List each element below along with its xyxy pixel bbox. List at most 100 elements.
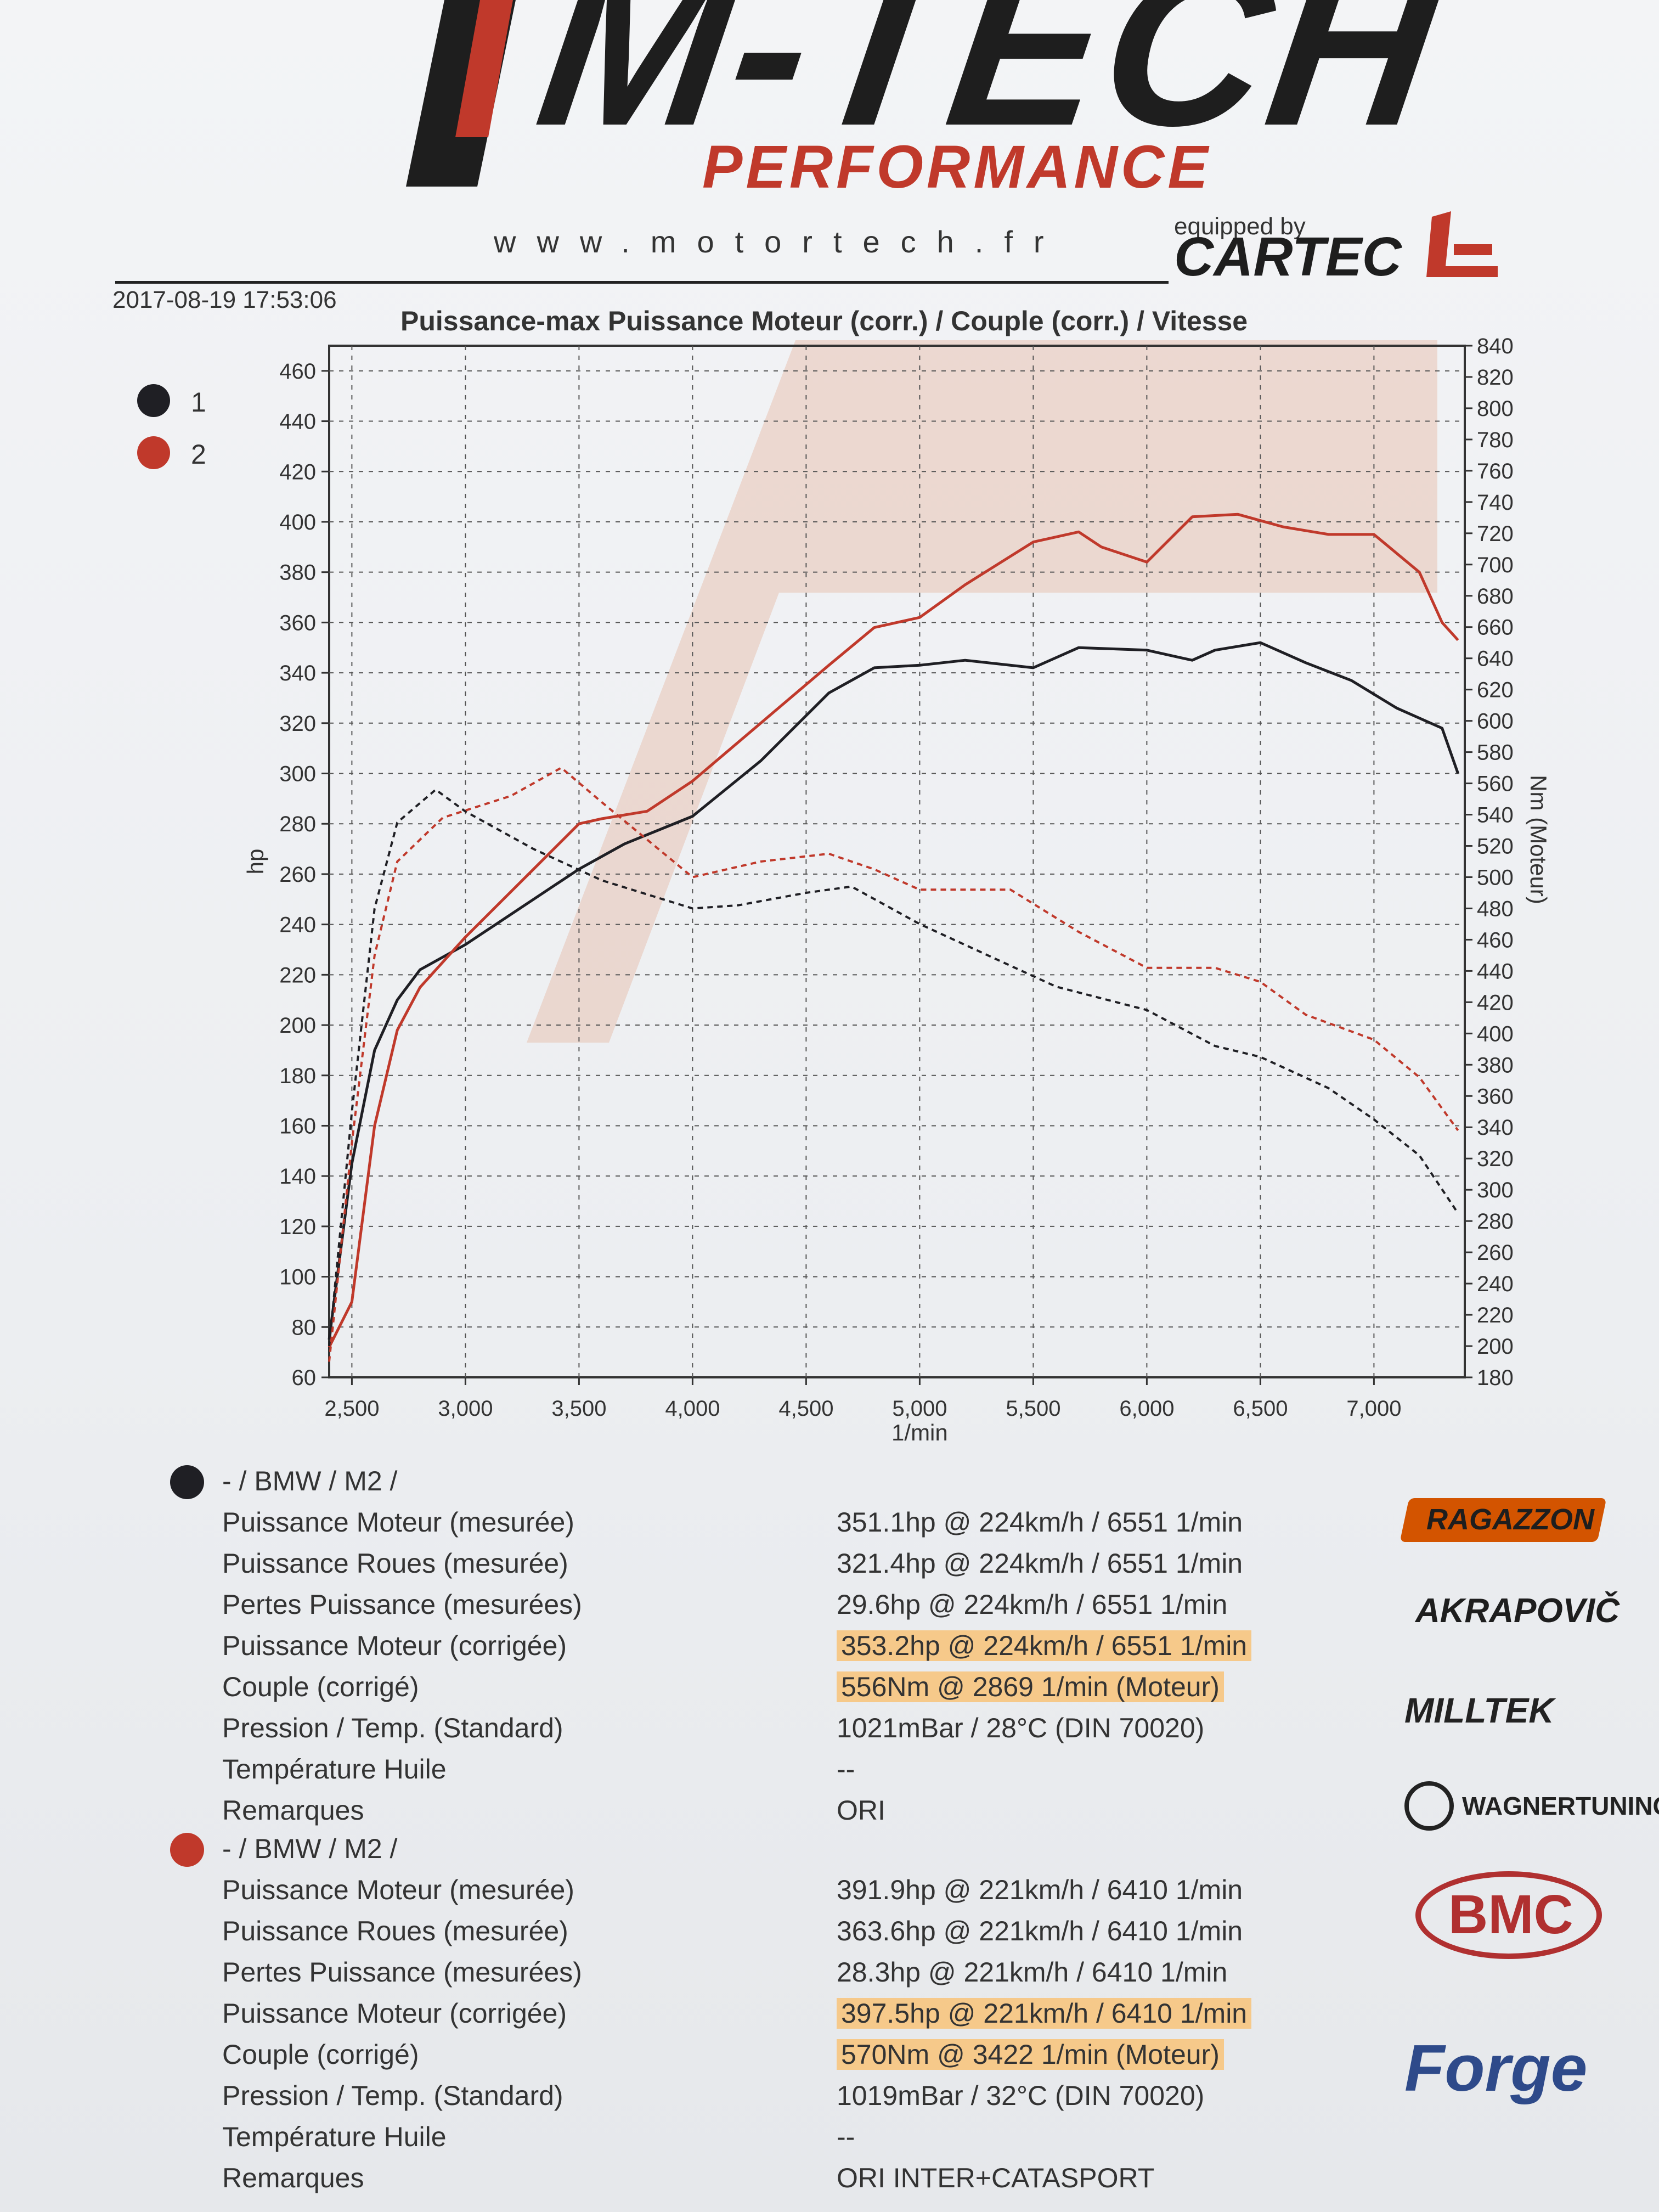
result-label: Couple (corrigé) xyxy=(222,1671,419,1702)
result-row: Pression / Temp. (Standard) 1021mBar / 28… xyxy=(222,1712,1374,1751)
legend-dot-1 xyxy=(137,384,170,417)
series-power-run-2-line xyxy=(328,513,1459,1348)
run-2-title: - / BMW / M2 / xyxy=(222,1833,398,1864)
x-tick-label: 5,500 xyxy=(1006,1397,1060,1421)
result-label: Puissance Roues (mesurée) xyxy=(222,1916,568,1946)
result-label: Remarques xyxy=(222,2163,364,2193)
y-right-tick-label: 600 xyxy=(1477,710,1514,734)
y-axis-left-label: hp xyxy=(242,849,268,875)
y-left-tick-label: 280 xyxy=(279,812,316,836)
mtech-logo-subtitle: PERFORMANCE xyxy=(702,133,1211,201)
report-datetime: 2017-08-19 17:53:06 xyxy=(112,286,337,313)
result-label: Pression / Temp. (Standard) xyxy=(222,1713,563,1743)
result-label: Puissance Moteur (corrigée) xyxy=(222,1630,567,1661)
result-label: Pertes Puissance (mesurées) xyxy=(222,1589,582,1620)
result-row: Remarques ORI INTER+CATASPORT xyxy=(222,2162,1374,2200)
bmc-logo: BMC xyxy=(1393,1871,1624,1970)
y-left-tick-label: 440 xyxy=(279,410,316,434)
x-tick-label: 6,000 xyxy=(1119,1397,1174,1421)
result-value: -- xyxy=(837,2121,855,2152)
y-axis-right-label: Nm (Moteur) xyxy=(1526,775,1551,904)
y-right-tick-label: 280 xyxy=(1477,1209,1514,1234)
result-label: Puissance Roues (mesurée) xyxy=(222,1548,568,1579)
y-right-tick-label: 260 xyxy=(1477,1241,1514,1265)
y-left-tick-label: 420 xyxy=(279,460,316,484)
result-value: 351.1hp @ 224km/h / 6551 1/min xyxy=(837,1507,1243,1538)
y-right-tick-label: 180 xyxy=(1477,1366,1514,1390)
result-value: 556Nm @ 2869 1/min (Moteur) xyxy=(837,1671,1224,1703)
y-left-tick-label: 300 xyxy=(279,762,316,786)
result-row: Pertes Puissance (mesurées) 29.6hp @ 224k… xyxy=(222,1589,1374,1627)
result-label: Puissance Moteur (mesurée) xyxy=(222,1875,574,1905)
bmc-logo-text: BMC xyxy=(1448,1884,1573,1945)
bmc-logo-ring xyxy=(1415,1871,1602,1959)
x-tick-label: 7,000 xyxy=(1346,1397,1401,1421)
y-right-tick-label: 200 xyxy=(1477,1335,1514,1359)
y-right-tick-label: 480 xyxy=(1477,897,1514,921)
grid-layer xyxy=(329,346,1465,1377)
y-right-tick-label: 740 xyxy=(1477,491,1514,515)
y-left-tick-label: 360 xyxy=(279,611,316,635)
y-right-tick-label: 760 xyxy=(1477,459,1514,483)
y-left-tick-label: 100 xyxy=(279,1265,316,1290)
y-left-tick-label: 80 xyxy=(292,1315,317,1339)
wagnertuning-logo-text: WAGNERTUNING xyxy=(1462,1792,1659,1820)
legend-label-1: 1 xyxy=(191,387,206,418)
result-value: 1021mBar / 28°C (DIN 70020) xyxy=(837,1713,1205,1743)
y-right-tick-label: 360 xyxy=(1477,1084,1514,1108)
y-left-tick-label: 340 xyxy=(279,661,316,685)
series-torque-run-2-line xyxy=(328,767,1459,1362)
legend-item-2: 2 xyxy=(137,436,269,480)
y-right-tick-label: 680 xyxy=(1477,584,1514,609)
result-row: Température Huile -- xyxy=(222,1753,1374,1792)
result-row: Couple (corrigé) 570Nm @ 3422 1/min (Mote… xyxy=(222,2039,1374,2077)
y-right-tick-label: 800 xyxy=(1477,397,1514,421)
x-tick-label: 3,500 xyxy=(551,1397,606,1421)
y-right-tick-label: 820 xyxy=(1477,365,1514,390)
forge-logo: Forge xyxy=(1393,2025,1624,2118)
plot-area xyxy=(328,345,1466,1378)
y-left-tick-label: 60 xyxy=(292,1366,317,1390)
x-tick-label: 3,000 xyxy=(438,1397,493,1421)
result-value: 28.3hp @ 221km/h / 6410 1/min xyxy=(837,1957,1228,1988)
chart-title: Puissance-max Puissance Moteur (corr.) /… xyxy=(400,306,1248,336)
result-label: Pression / Temp. (Standard) xyxy=(222,2080,563,2111)
y-right-tick-label: 540 xyxy=(1477,803,1514,828)
x-tick-label: 6,500 xyxy=(1233,1397,1288,1421)
y-left-tick-label: 240 xyxy=(279,913,316,937)
result-row: Couple (corrigé) 556Nm @ 2869 1/min (Mote… xyxy=(222,1671,1374,1709)
result-value: -- xyxy=(837,1754,855,1785)
result-value: 321.4hp @ 224km/h / 6551 1/min xyxy=(837,1548,1243,1579)
y-right-tick-label: 520 xyxy=(1477,835,1514,859)
result-row: Pression / Temp. (Standard) 1019mBar / 32… xyxy=(222,2080,1374,2118)
result-row: Remarques ORI xyxy=(222,1794,1374,1833)
y-right-tick-label: 300 xyxy=(1477,1178,1514,1202)
legend-item-1: 1 xyxy=(137,384,269,428)
y-right-tick-label: 780 xyxy=(1477,428,1514,452)
y-left-tick-label: 140 xyxy=(279,1164,316,1189)
y-right-tick-label: 640 xyxy=(1477,647,1514,671)
result-row: Puissance Moteur (corrigée) 397.5hp @ 221… xyxy=(222,1997,1374,2036)
y-right-tick-label: 220 xyxy=(1477,1303,1514,1327)
result-value: 391.9hp @ 221km/h / 6410 1/min xyxy=(837,1875,1243,1905)
result-row: Puissance Moteur (mesurée) 391.9hp @ 221k… xyxy=(222,1874,1374,1912)
wagner-logo-icon xyxy=(1404,1781,1454,1831)
milltek-logo: MILLTEK xyxy=(1393,1679,1624,1761)
mtech-logo-mark xyxy=(406,0,516,187)
result-row: Puissance Moteur (mesurée) 351.1hp @ 224k… xyxy=(222,1506,1374,1545)
y-right-tick-label: 440 xyxy=(1477,959,1514,983)
y-right-tick-label: 560 xyxy=(1477,772,1514,796)
ragazzon-logo-text: RAGAZZON xyxy=(1426,1503,1594,1536)
y-left-tick-label: 160 xyxy=(279,1114,316,1138)
y-left-tick-label: 380 xyxy=(279,561,316,585)
result-row: Puissance Roues (mesurée) 321.4hp @ 224km… xyxy=(222,1547,1374,1586)
cartec-logo-text: CARTEC xyxy=(1174,226,1402,288)
result-value: 570Nm @ 3422 1/min (Moteur) xyxy=(837,2039,1224,2070)
tick-layer: 2,500 3,000 3,500 4,000 4,500 5,000 5,500 6,000… xyxy=(279,334,1514,1421)
result-label: Puissance Moteur (mesurée) xyxy=(222,1507,574,1538)
y-right-tick-label: 620 xyxy=(1477,678,1514,702)
result-value: 363.6hp @ 221km/h / 6410 1/min xyxy=(837,1916,1243,1946)
milltek-logo-text: MILLTEK xyxy=(1404,1691,1554,1730)
ragazzon-logo: RAGAZZON xyxy=(1393,1487,1624,1569)
y-left-tick-label: 260 xyxy=(279,863,316,887)
